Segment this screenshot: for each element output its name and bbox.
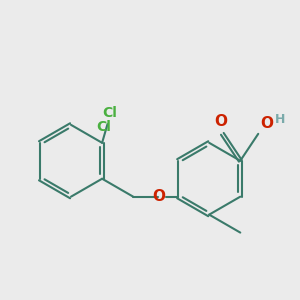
Text: Cl: Cl — [97, 120, 111, 134]
Text: O: O — [214, 114, 227, 129]
Text: H: H — [274, 113, 285, 126]
Text: O: O — [260, 116, 273, 131]
Text: Cl: Cl — [102, 106, 117, 120]
Text: O: O — [152, 189, 165, 204]
